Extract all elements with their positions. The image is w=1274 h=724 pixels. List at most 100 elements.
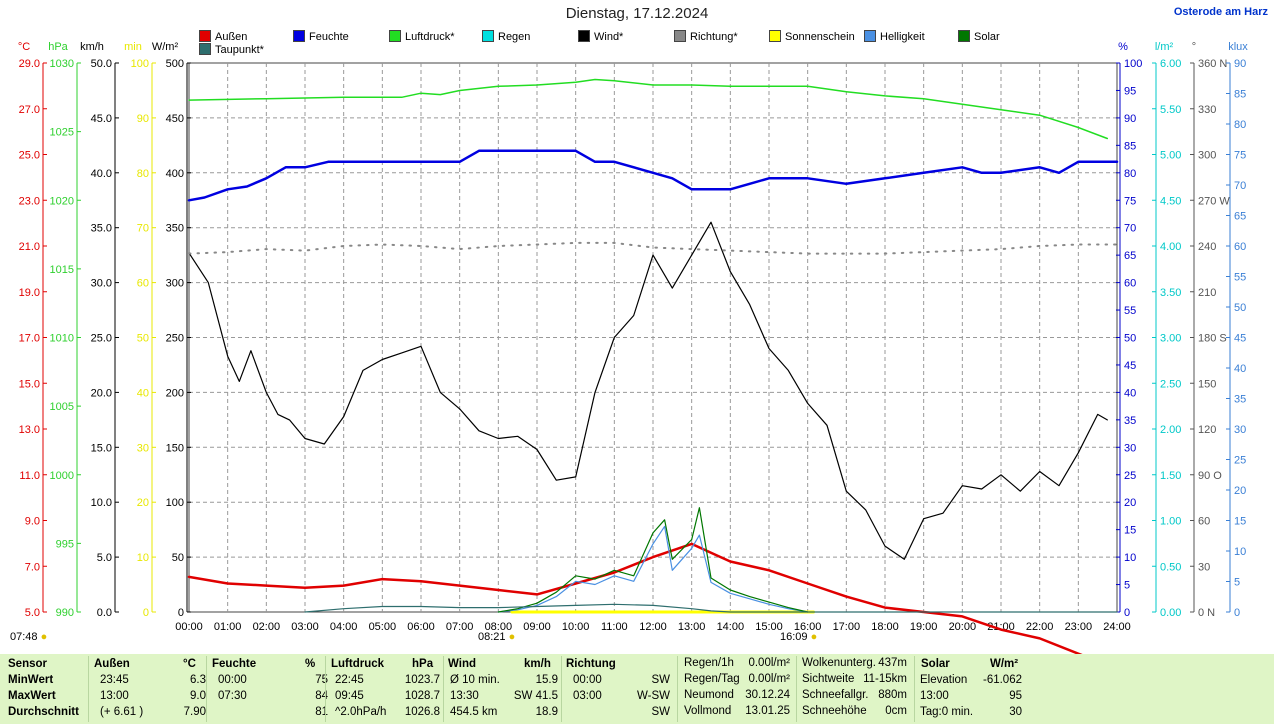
axis-label-humidity_pct: 50 bbox=[1124, 333, 1136, 345]
x-tick-label: 22:00 bbox=[1026, 621, 1054, 633]
axis-label-solar_wm2: 150 bbox=[166, 442, 184, 454]
axis-label-rain_lm2: 5.50 bbox=[1160, 104, 1181, 116]
sun-icon: ● bbox=[37, 631, 48, 643]
stats-aussen-val: 9.0 bbox=[190, 690, 206, 702]
axis-label-direction_deg: 270 W bbox=[1198, 195, 1230, 207]
sunshine-start-time: 08:21 bbox=[478, 631, 506, 643]
series-aussen-line bbox=[187, 542, 1083, 654]
stats-divider bbox=[914, 656, 915, 722]
stats-weather-label: Schneefallgr. bbox=[802, 689, 869, 701]
axis-label-temp_c: 11.0 bbox=[19, 470, 40, 482]
series-solar-line bbox=[497, 507, 809, 613]
legend-swatch-solar bbox=[958, 30, 970, 43]
stats-solar-value: 30 bbox=[1009, 706, 1022, 718]
stats-weather-value: 0cm bbox=[885, 705, 907, 717]
axis-label-brightness_klux: 45 bbox=[1234, 333, 1246, 345]
stats-rain-value: 30.12.24 bbox=[745, 689, 790, 701]
axis-label-wind_kmh: 25.0 bbox=[91, 333, 112, 345]
legend-swatch-richtung bbox=[674, 30, 686, 43]
axis-label-solar_wm2: 500 bbox=[166, 58, 184, 70]
axis-label-sunshine_min: 80 bbox=[137, 168, 149, 180]
stats-druck-time: 09:45 bbox=[335, 690, 364, 702]
axis-label-wind_kmh: 40.0 bbox=[91, 168, 112, 180]
axis-label-humidity_pct: 45 bbox=[1124, 360, 1136, 372]
legend-label-feuchte: Feuchte bbox=[309, 31, 349, 43]
stats-weather-label: Wolkenunterg. bbox=[802, 657, 876, 669]
stats-aussen-val: 7.90 bbox=[183, 706, 206, 718]
stats-weather-label: Sichtweite bbox=[802, 673, 855, 685]
legend-label-helligkeit: Helligkeit bbox=[880, 31, 925, 43]
axis-label-sunshine_min: 60 bbox=[137, 278, 149, 290]
axis-label-direction_deg: 360 N bbox=[1198, 58, 1227, 70]
stats-rain-label: Vollmond bbox=[684, 705, 732, 717]
legend-swatch-helligkeit bbox=[864, 30, 876, 43]
axis-label-brightness_klux: 10 bbox=[1234, 546, 1246, 558]
axis-label-temp_c: 7.0 bbox=[25, 561, 40, 573]
axis-label-sunshine_min: 70 bbox=[137, 223, 149, 235]
stats-header-wind: Wind bbox=[448, 658, 476, 670]
axis-label-rain_lm2: 4.50 bbox=[1160, 195, 1181, 207]
stats-aussen-time: (+ 6.61 ) bbox=[100, 706, 144, 718]
x-tick-label: 10:00 bbox=[562, 621, 590, 633]
axis-label-humidity_pct: 5 bbox=[1124, 580, 1130, 592]
axis-label-direction_deg: 120 bbox=[1198, 424, 1216, 436]
stats-rain-label: Regen/1h bbox=[684, 657, 734, 669]
axis-label-pressure_hpa: 1020 bbox=[50, 195, 74, 207]
legend-swatch-taupunkt bbox=[199, 43, 211, 56]
x-tick-label: 09:00 bbox=[523, 621, 551, 633]
stats-weather-value: 437m bbox=[878, 657, 907, 669]
stats-rain-value: 0.00l/m² bbox=[748, 673, 790, 685]
x-tick-label: 05:00 bbox=[369, 621, 397, 633]
stats-solar-label: Elevation bbox=[920, 674, 968, 686]
legend-label-solar: Solar bbox=[974, 31, 1000, 43]
axis-label-direction_deg: 90 O bbox=[1198, 470, 1222, 482]
stats-header-sensor: Sensor bbox=[8, 658, 47, 670]
x-tick-label: 20:00 bbox=[949, 621, 977, 633]
axis-label-solar_wm2: 300 bbox=[166, 278, 184, 290]
legend-item-feuchte: Feuchte bbox=[293, 30, 349, 44]
stats-druck-val: 1028.7 bbox=[404, 690, 440, 702]
stats-rich-val: SW bbox=[651, 706, 670, 718]
sun-icon: ● bbox=[505, 631, 516, 643]
series-richtung-line bbox=[188, 241, 1118, 255]
legend-label-taupunkt: Taupunkt* bbox=[215, 44, 264, 56]
stats-header-solar-unit: W/m² bbox=[990, 658, 1019, 670]
x-tick-label: 14:00 bbox=[717, 621, 745, 633]
x-tick-label: 23:00 bbox=[1065, 621, 1093, 633]
axis-label-temp_c: 9.0 bbox=[25, 516, 40, 528]
axis-label-temp_c: 25.0 bbox=[19, 150, 40, 162]
stats-divider bbox=[561, 656, 562, 722]
stats-rain-value: 13.01.25 bbox=[745, 705, 790, 717]
axis-label-sunshine_min: 30 bbox=[137, 442, 149, 454]
stats-rich-time: 00:00 bbox=[573, 674, 602, 686]
legend-swatch-aussen bbox=[199, 30, 211, 43]
stats-divider bbox=[677, 656, 678, 722]
stats-solar-label: 13:00 bbox=[920, 690, 949, 702]
x-tick-label: 11:00 bbox=[601, 621, 628, 633]
legend-label-sonnenschein: Sonnenschein bbox=[785, 31, 855, 43]
axis-label-temp_c: 19.0 bbox=[19, 287, 40, 299]
x-tick-label: 19:00 bbox=[910, 621, 938, 633]
legend-item-richtung: Richtung* bbox=[674, 30, 738, 44]
legend-label-luftdruck: Luftdruck* bbox=[405, 31, 455, 43]
axis-label-temp_c: 27.0 bbox=[19, 104, 40, 116]
axis-label-brightness_klux: 35 bbox=[1234, 394, 1246, 406]
stats-solar-label: Tag:0 min. bbox=[920, 706, 974, 718]
axis-label-brightness_klux: 60 bbox=[1234, 241, 1246, 253]
axis-header-direction_deg: ° bbox=[1192, 41, 1196, 53]
legend-label-aussen: Außen bbox=[215, 31, 248, 43]
axis-label-rain_lm2: 1.50 bbox=[1160, 470, 1181, 482]
stats-rich-val: SW bbox=[651, 674, 670, 686]
axis-label-sunshine_min: 0 bbox=[143, 607, 149, 619]
x-tick-label: 01:00 bbox=[214, 621, 242, 633]
series-helligkeit-line bbox=[497, 525, 809, 613]
stats-divider bbox=[443, 656, 444, 722]
weather-chart: 00:00 01:00 02:00 03:00 04:00 05:00 06:00 07:00… bbox=[18, 41, 1248, 654]
x-tick-label: 24:00 bbox=[1103, 621, 1131, 633]
x-tick-label: 17:00 bbox=[833, 621, 861, 633]
axis-label-direction_deg: 150 bbox=[1198, 378, 1216, 390]
axis-label-rain_lm2: 0.00 bbox=[1160, 607, 1181, 619]
axis-label-wind_kmh: 50.0 bbox=[91, 58, 112, 70]
axis-label-sunshine_min: 100 bbox=[131, 58, 149, 70]
legend-item-luftdruck: Luftdruck* bbox=[389, 30, 455, 44]
